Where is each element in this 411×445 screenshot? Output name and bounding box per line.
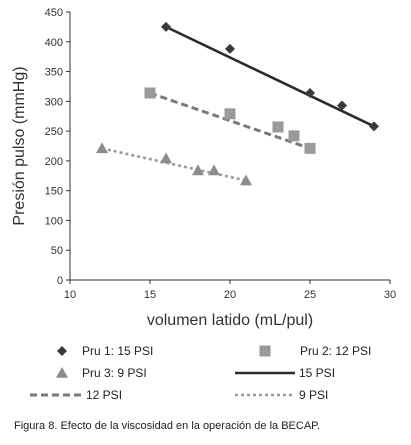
data-point-series-2 [144, 87, 156, 99]
data-point-series-2 [224, 108, 236, 120]
trendline-12-psi [149, 91, 311, 150]
legend-item: 9 PSI [235, 388, 328, 402]
data-point-series-1 [305, 87, 315, 98]
legend-item: 12 PSI [30, 388, 122, 402]
figure-caption: Figura 8. Efecto de la viscosidad en la … [14, 420, 321, 432]
data-point-series-1 [225, 43, 235, 54]
data-point-series-1 [337, 100, 347, 111]
legend-label: 9 PSI [299, 388, 328, 402]
data-point-series-1 [369, 121, 379, 132]
legend-label: Pru 1: 15 PSI [82, 344, 153, 358]
data-points [96, 21, 379, 186]
x-tick-label: 15 [144, 289, 156, 301]
x-tick-label: 10 [64, 289, 76, 301]
y-tick-label: 450 [45, 7, 63, 19]
legend-label: Pru 2: 12 PSI [300, 344, 371, 358]
x-tick-label: 25 [304, 289, 316, 301]
data-point-series-3 [192, 164, 204, 176]
x-axis-title: volumen latido (mL/pul) [147, 312, 313, 329]
y-tick-label: 400 [45, 37, 63, 49]
data-point-series-3 [208, 164, 220, 176]
x-ticks: 10 15 20 25 30 [64, 280, 396, 301]
y-tick-label: 100 [45, 215, 63, 227]
data-point-series-1 [161, 21, 171, 32]
y-tick-label: 300 [45, 96, 63, 108]
legend-label: 12 PSI [86, 388, 122, 402]
trendline-15-psi [165, 25, 375, 128]
y-tick-label: 150 [45, 186, 63, 198]
legend-label: 15 PSI [299, 366, 335, 380]
y-tick-label: 50 [51, 245, 63, 257]
data-point-series-2 [304, 142, 316, 154]
legend-item: Pru 1: 15 PSI [57, 344, 153, 358]
data-point-series-3 [96, 142, 108, 154]
y-tick-label: 350 [45, 67, 63, 79]
legend-item: Pru 3: 9 PSI [56, 366, 147, 380]
trendline-9-psi [101, 147, 247, 182]
y-axis-title: Presión pulso (mmHg) [11, 66, 28, 225]
legend-label: Pru 3: 9 PSI [82, 366, 147, 380]
data-point-series-2 [288, 130, 300, 142]
y-tick-label: 250 [45, 126, 63, 138]
y-tick-label: 0 [57, 275, 63, 287]
y-tick-label: 200 [45, 156, 63, 168]
legend-item: 15 PSI [235, 366, 335, 380]
y-ticks: 0 50 100 150 200 250 300 350 400 450 [45, 7, 70, 287]
legend: Pru 1: 15 PSI Pru 2: 12 PSI Pru 3: 9 PSI 15… [30, 344, 371, 402]
legend-marker [57, 346, 67, 356]
data-point-series-2 [272, 121, 284, 133]
data-point-series-3 [240, 174, 252, 186]
x-tick-label: 20 [224, 289, 236, 301]
legend-item: Pru 2: 12 PSI [259, 344, 371, 358]
data-point-series-3 [160, 152, 172, 164]
legend-marker [259, 345, 271, 357]
legend-marker [56, 367, 68, 378]
trendlines [101, 25, 375, 182]
x-tick-label: 30 [384, 289, 396, 301]
